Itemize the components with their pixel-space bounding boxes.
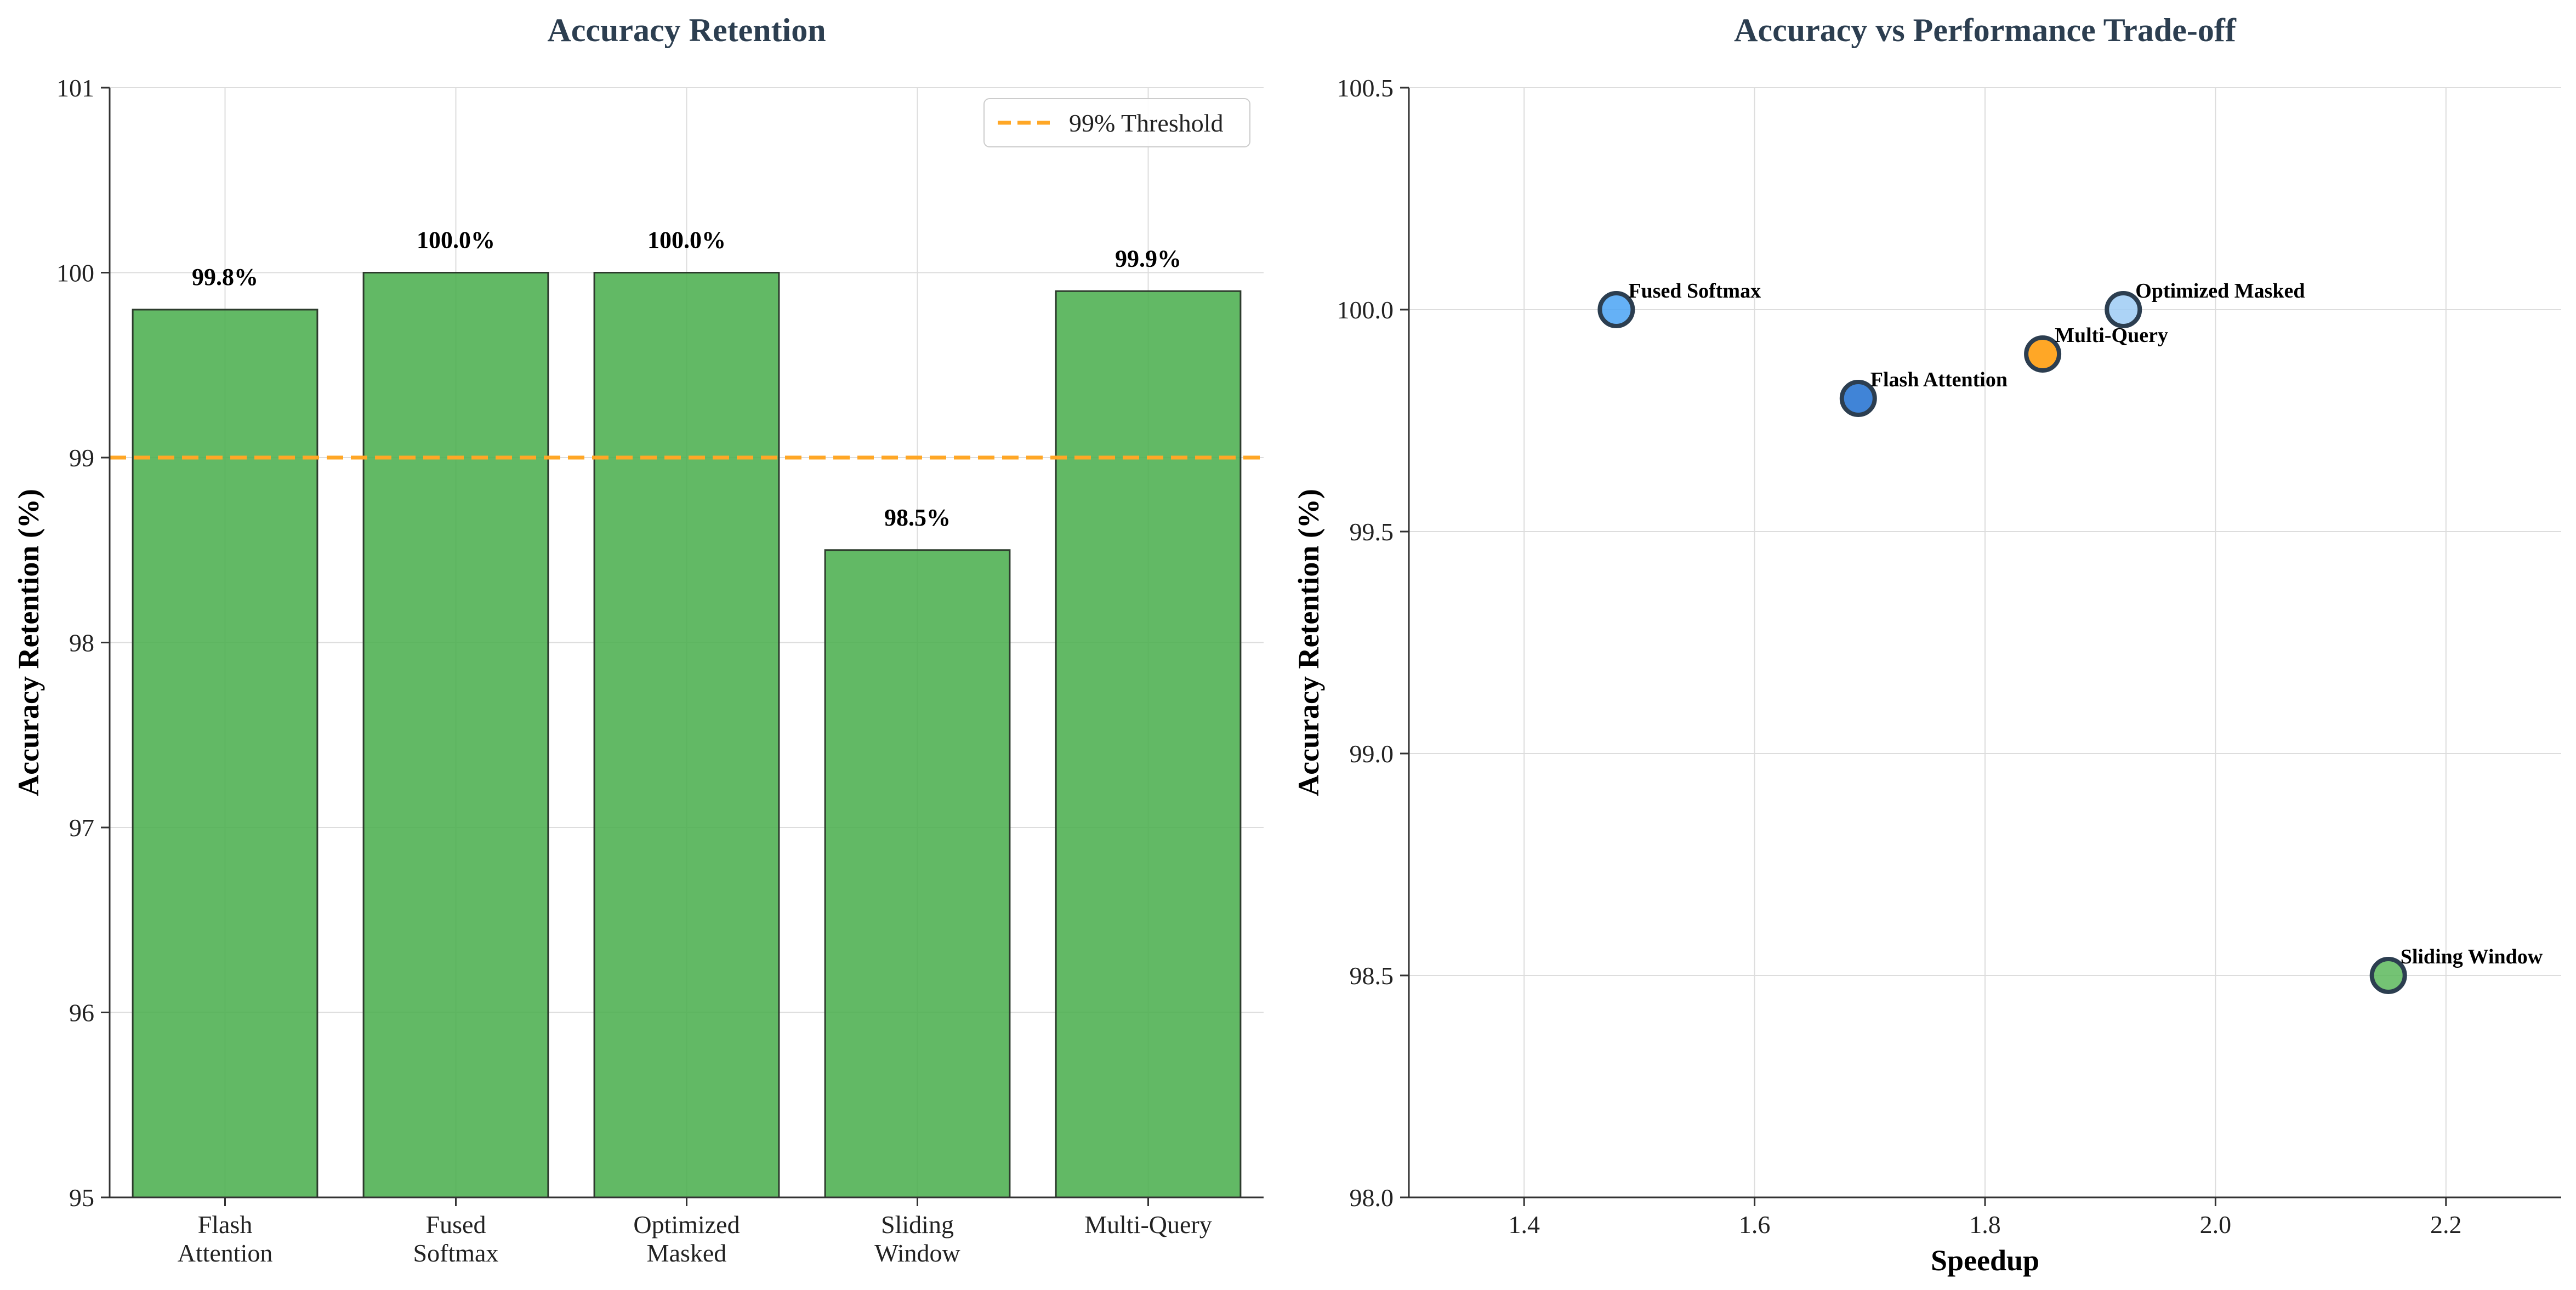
bar-x-tick-label-line: Sliding (881, 1211, 954, 1238)
bar-y-tick-label: 101 (56, 74, 94, 102)
bar-x-tick-label: Fused Softmax (413, 1211, 499, 1267)
bar-x-tick-label: Sliding Window (874, 1211, 960, 1267)
bar-chart-title: Accuracy Retention (547, 12, 826, 48)
scatter-point (2105, 291, 2142, 328)
bar-y-axis-label: Accuracy Retention (%) (12, 489, 45, 796)
scatter-point-label: Fused Softmax (1628, 279, 1761, 302)
bar-x-tick-label: Multi-Query (1084, 1211, 1212, 1238)
bar-value-label: 99.9% (1115, 245, 1181, 272)
bar-x-tick-label-line: Window (874, 1239, 960, 1267)
scatter-point (1597, 291, 1635, 328)
bar-x-tick-label-line: Softmax (413, 1239, 499, 1267)
scatter-y-tick-label: 100.5 (1337, 74, 1394, 102)
scatter-point (2369, 957, 2407, 994)
bar-y-tick-label: 97 (69, 814, 94, 842)
bar-y-tick-label: 100 (56, 259, 94, 287)
accuracy-retention-bar-chart: 99.8% 100.0% 100.0% 98.5% 99.9% 95 96 97 98 99 100… (12, 12, 1264, 1267)
scatter-y-axis-label: Accuracy Retention (%) (1292, 489, 1325, 796)
bar-x-tick-label-line: Attention (178, 1239, 273, 1267)
scatter-point-label: Flash Attention (1870, 368, 2008, 391)
scatter-x-tick-label: 2.2 (2430, 1211, 2462, 1238)
bar (593, 272, 780, 1198)
bar-legend: 99% Threshold (983, 98, 1250, 147)
scatter-y-tick-label: 98.0 (1350, 1184, 1394, 1212)
bar-x-tick-label-line: Flash (198, 1211, 253, 1238)
bar-x-tick-label: Optimized Masked (633, 1211, 740, 1267)
bar-x-tick-label-line: Optimized (633, 1211, 740, 1238)
scatter-x-axis-label: Speedup (1931, 1244, 2039, 1277)
bar-value-label: 98.5% (884, 504, 951, 531)
legend-frame (983, 98, 1250, 147)
bar-y-tick-label: 96 (69, 999, 94, 1027)
bar-y-tick-label: 95 (69, 1184, 94, 1212)
scatter-point-label: Multi-Query (2055, 324, 2168, 347)
scatter-point (2024, 335, 2062, 373)
bar-y-tick-label: 99 (69, 444, 94, 472)
bar (132, 309, 319, 1198)
scatter-x-tick-label: 1.8 (1969, 1211, 2001, 1238)
scatter-x-tick-label: 1.6 (1739, 1211, 1771, 1238)
bar-value-label: 99.8% (192, 264, 258, 290)
accuracy-speedup-scatter-chart: 1.4 1.6 1.8 2.0 2.2 98.0 98.5 99.0 99.5 100.0 100.… (1292, 12, 2561, 1277)
bar-x-tick-label: Flash Attention (178, 1211, 273, 1267)
scatter-point-label: Sliding Window (2401, 945, 2543, 968)
bar-x-tick-label-line: Fused (426, 1211, 486, 1238)
scatter-y-tick-label: 99.5 (1350, 518, 1394, 546)
bar-value-label: 100.0% (417, 227, 495, 254)
bar-x-tick-label-line: Multi-Query (1084, 1211, 1212, 1238)
bar-x-tick-label-line: Masked (647, 1239, 727, 1267)
scatter-point-label: Optimized Masked (2135, 279, 2305, 302)
bar (824, 549, 1011, 1198)
bar-y-tick-label: 98 (69, 629, 94, 657)
bar (1055, 290, 1242, 1198)
scatter-x-tick-label: 2.0 (2200, 1211, 2232, 1238)
scatter-y-tick-label: 99.0 (1350, 740, 1394, 768)
bar-value-label: 100.0% (647, 227, 726, 254)
scatter-chart-title: Accuracy vs Performance Trade-off (1734, 12, 2237, 48)
scatter-x-tick-label: 1.4 (1508, 1211, 1540, 1238)
scatter-y-tick-label: 98.5 (1350, 962, 1394, 990)
scatter-y-tick-label: 100.0 (1337, 296, 1394, 324)
scatter-point (1839, 380, 1877, 417)
bar (362, 272, 549, 1198)
legend-threshold-label: 99% Threshold (1069, 109, 1224, 137)
